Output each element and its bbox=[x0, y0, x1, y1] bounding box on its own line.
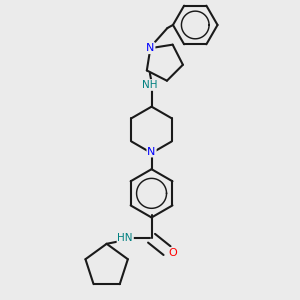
Text: N: N bbox=[146, 43, 154, 53]
Text: NH: NH bbox=[142, 80, 158, 90]
Text: O: O bbox=[168, 248, 177, 258]
Text: HN: HN bbox=[118, 233, 133, 243]
Text: N: N bbox=[147, 146, 156, 157]
